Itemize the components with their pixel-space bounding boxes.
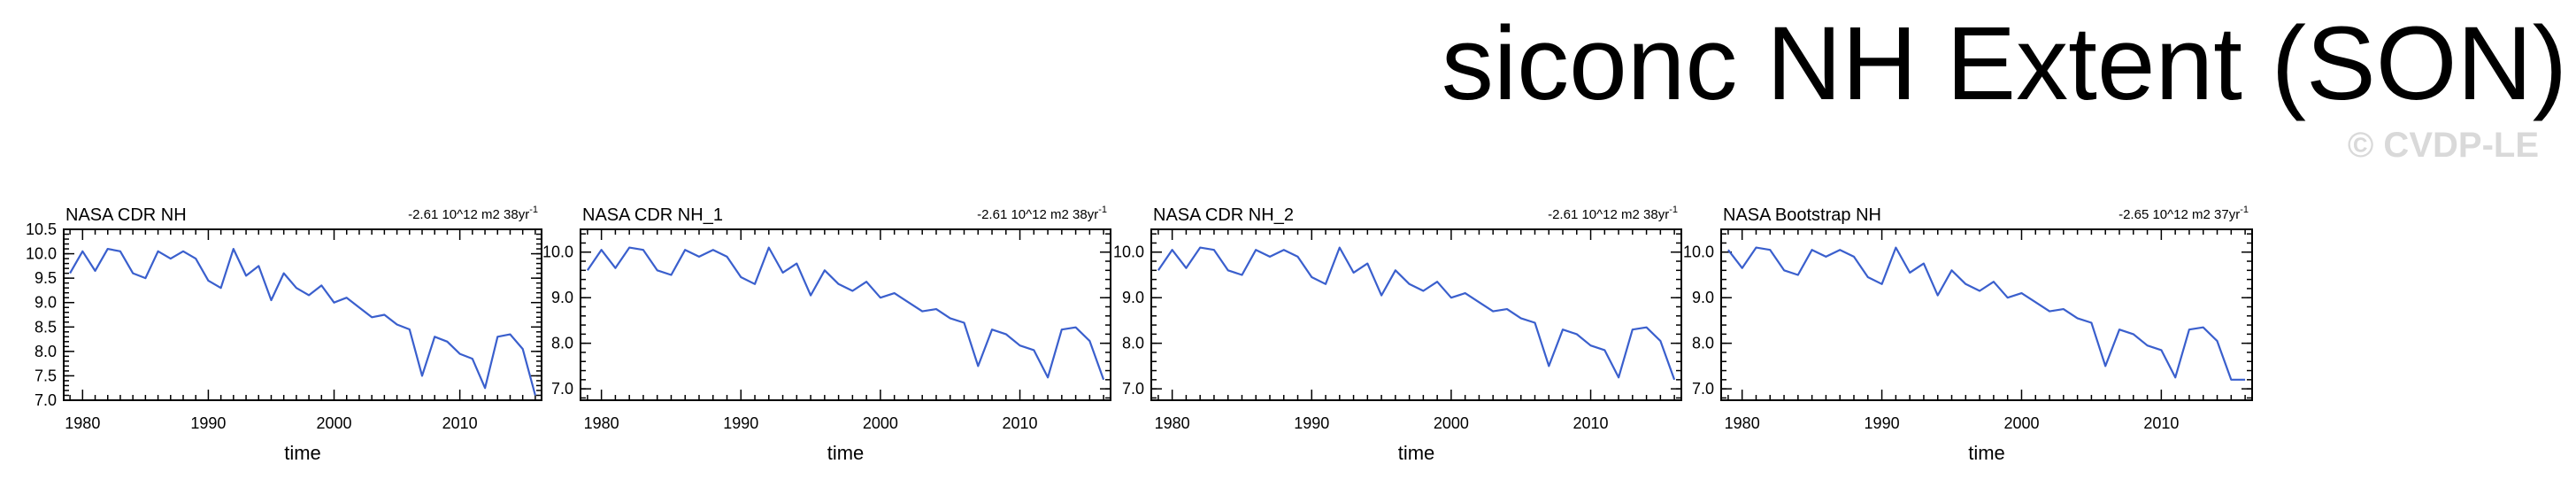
y-tick-label: 9.0 (551, 289, 573, 306)
y-tick-label: 10.0 (1113, 244, 1144, 261)
panel-title: NASA CDR NH_2 (1153, 205, 1294, 225)
page-title: siconc NH Extent (SON) (1441, 5, 2567, 122)
y-tick-label: 8.0 (1692, 335, 1714, 352)
y-tick-label: 9.0 (1122, 289, 1144, 306)
series-line (69, 248, 536, 396)
trend-superscript: -1 (2240, 205, 2249, 215)
x-tick-label: 2010 (442, 414, 478, 432)
series-line (586, 246, 1105, 381)
y-tick-label: 7.0 (35, 391, 57, 409)
x-tick-label: 2010 (1573, 414, 1609, 432)
panel-title: NASA CDR NH (65, 205, 187, 225)
x-tick-label: 1980 (584, 414, 619, 432)
chart-panel-3: 1980 1990 2000 2010 7.0 8.0 9.0 10.0 NASA CDR NH… (1113, 205, 1682, 464)
y-tick-label: 10.0 (26, 245, 57, 263)
y-tick-label: 9.0 (1692, 289, 1714, 306)
x-tick-label: 1980 (65, 414, 100, 432)
trend-label: -2.61 10^12 m2 38yr-1 (977, 205, 1107, 222)
plot-frame (580, 228, 1111, 401)
x-tick-label: 2000 (1434, 414, 1469, 432)
x-tick-label: 2000 (2003, 414, 2039, 432)
watermark: © CVDP-LE (2347, 126, 2539, 165)
chart-panel-1: 1980 1990 2000 2010 7.0 7.5 8.0 8.5 9.0 9.5 10.0 10… (26, 205, 542, 464)
trend-label: -2.61 10^12 m2 38yr-1 (1548, 205, 1678, 222)
y-tick-label: 8.5 (35, 318, 57, 336)
series-line (1157, 246, 1676, 381)
x-tick-label: 1980 (1725, 414, 1760, 432)
trend-text: -2.65 10^12 m2 37yr (2118, 207, 2240, 222)
x-axis-label: time (1968, 442, 2005, 464)
panel-title: NASA CDR NH_1 (582, 205, 723, 225)
y-tick-label: 10.5 (26, 220, 57, 238)
chart-panel-4: 1980 1990 2000 2010 7.0 8.0 9.0 10.0 NASA Bootst… (1683, 205, 2253, 464)
y-tick-label: 7.5 (35, 367, 57, 384)
trend-label: -2.61 10^12 m2 38yr-1 (408, 205, 538, 222)
x-axis-label: time (1398, 442, 1435, 464)
y-tick-label: 7.0 (1122, 380, 1144, 398)
trend-superscript: -1 (529, 205, 538, 215)
trend-text: -2.61 10^12 m2 38yr (1548, 207, 1669, 222)
y-tick-label: 10.0 (542, 244, 573, 261)
x-tick-label: 2010 (1003, 414, 1038, 432)
x-tick-label: 1990 (723, 414, 758, 432)
x-tick-label: 1990 (1294, 414, 1329, 432)
plot-frame (1720, 228, 2253, 401)
x-axis-label: time (284, 442, 321, 464)
chart-panel-2: 1980 1990 2000 2010 7.0 8.0 9.0 10.0 NASA CDR NH… (542, 205, 1111, 464)
x-tick-label: 1990 (190, 414, 226, 432)
y-tick-label: 10.0 (1683, 244, 1714, 261)
y-tick-label: 7.0 (1692, 380, 1714, 398)
trend-label: -2.65 10^12 m2 37yr-1 (2118, 205, 2249, 222)
y-tick-label: 8.0 (35, 343, 57, 360)
y-tick-label: 7.0 (551, 380, 573, 398)
plot-frame (1150, 228, 1682, 401)
y-tick-label: 9.0 (35, 294, 57, 312)
series-line (1727, 246, 2246, 381)
x-tick-label: 2000 (863, 414, 898, 432)
x-tick-label: 2000 (317, 414, 352, 432)
x-tick-label: 2010 (2143, 414, 2179, 432)
trend-text: -2.61 10^12 m2 38yr (977, 207, 1098, 222)
x-tick-label: 1990 (1865, 414, 1900, 432)
panel-title: NASA Bootstrap NH (1723, 205, 1881, 225)
y-tick-label: 8.0 (551, 335, 573, 352)
y-tick-label: 8.0 (1122, 335, 1144, 352)
trend-superscript: -1 (1098, 205, 1107, 215)
x-axis-label: time (827, 442, 865, 464)
x-tick-label: 1980 (1155, 414, 1190, 432)
y-tick-label: 9.5 (35, 269, 57, 287)
plot-frame (63, 228, 542, 401)
trend-text: -2.61 10^12 m2 38yr (408, 207, 529, 222)
trend-superscript: -1 (1669, 205, 1678, 215)
